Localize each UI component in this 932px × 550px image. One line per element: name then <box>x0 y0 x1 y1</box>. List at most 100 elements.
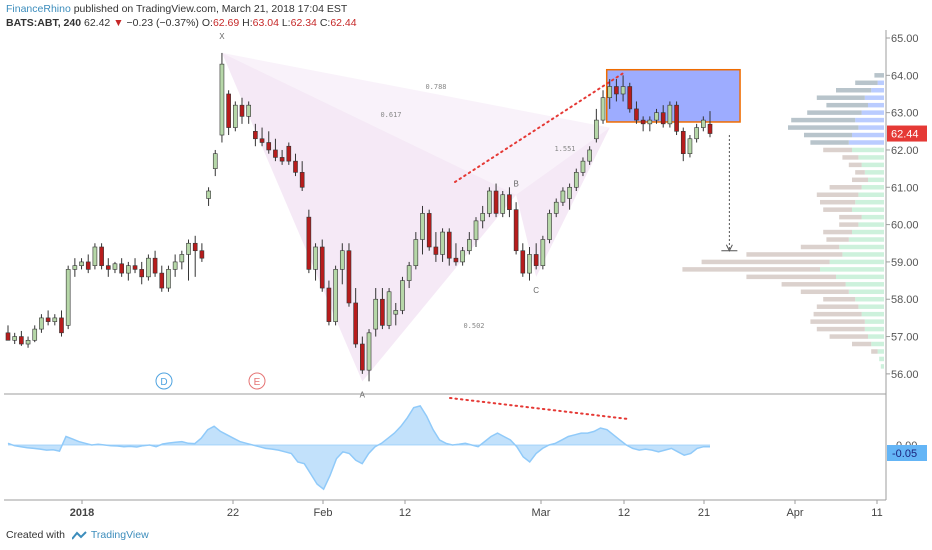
candle-down <box>533 254 539 266</box>
volume-profile-bar <box>858 155 884 160</box>
low-value: 62.34 <box>290 17 317 29</box>
candle-up <box>413 239 419 266</box>
time-tick-label: 22 <box>227 507 239 519</box>
volume-profile-bar <box>842 155 859 160</box>
candle-down <box>139 269 145 278</box>
price-tick-label: 59.00 <box>891 257 919 269</box>
candle-up <box>219 63 225 136</box>
volume-profile-bar <box>855 117 884 123</box>
candle-up <box>553 201 559 214</box>
pattern-ratio-label: 0.502 <box>463 322 484 330</box>
candle-up <box>339 250 345 270</box>
candle-down <box>640 119 646 125</box>
candle-down <box>253 130 258 140</box>
chart-canvas[interactable]: X A B C 0.788 0.617 1.551 0.502 D E 65.00 64.00 63.0… <box>0 0 932 525</box>
volume-profile-bar <box>874 73 884 78</box>
close-value: 62.44 <box>330 17 357 29</box>
candle-up <box>654 112 659 121</box>
volume-profile-bar <box>858 125 884 130</box>
volume-profile-bar <box>868 102 884 108</box>
candle-up <box>560 190 566 203</box>
candle-up <box>233 104 238 128</box>
author-link[interactable]: FinanceRhino <box>6 3 71 15</box>
volume-profile-bar <box>839 244 884 250</box>
candle-up <box>32 328 38 341</box>
time-tick-label: 2018 <box>70 507 94 519</box>
marker-circle <box>155 372 173 390</box>
volume-profile-bar <box>781 282 846 287</box>
volume-profile-bar <box>864 170 884 175</box>
candle-down <box>433 246 439 255</box>
price-tick-label: 58.00 <box>891 294 919 306</box>
volume-profile-bar <box>823 296 856 302</box>
volume-profile-bar <box>829 259 884 265</box>
candle-up <box>333 269 338 322</box>
volume-profile-bar <box>852 207 884 212</box>
candle-down <box>353 302 358 345</box>
candle-down <box>259 138 265 143</box>
candle-up <box>467 239 472 252</box>
open-value: 62.69 <box>212 17 240 29</box>
candle-down <box>513 209 519 252</box>
candle-up <box>112 263 118 270</box>
candle-down <box>634 108 639 121</box>
candle-down <box>319 246 325 289</box>
volume-profile-bar <box>852 132 884 138</box>
volume-profile-bar <box>855 80 878 86</box>
volume-profile-bar <box>845 282 884 287</box>
candle-up <box>620 86 626 95</box>
volume-profile-bar <box>852 147 884 153</box>
volume-profile-bar <box>823 147 852 153</box>
price-tick-label: 65.00 <box>891 33 919 45</box>
volume-profile-bar <box>855 170 865 175</box>
volume-profile-bar <box>829 185 862 190</box>
volume-profile-bar <box>836 274 884 280</box>
volume-profile-bar <box>810 140 849 145</box>
volume-profile-bar <box>820 199 856 205</box>
tradingview-brand-link[interactable]: TradingView <box>90 529 149 541</box>
candle-down <box>226 93 231 128</box>
pattern-point-c-label: C <box>533 286 539 295</box>
volume-profile-bar <box>800 289 849 295</box>
volume-profile-bar <box>871 349 878 354</box>
pattern-ratio-label: 0.788 <box>425 83 446 91</box>
candle-up <box>12 336 17 341</box>
volume-profile-bar <box>861 311 884 317</box>
volume-profile-bar <box>852 229 884 235</box>
volume-profile-bar <box>848 237 884 242</box>
oscillator-value-label: -0.05 <box>892 448 917 460</box>
volume-profile-bar <box>864 95 884 100</box>
volume-profile-bar <box>842 252 884 257</box>
candle-up <box>166 269 171 289</box>
candle-up <box>587 149 592 162</box>
published-text: published on TradingView.com, March 21, … <box>70 3 348 15</box>
candle-up <box>72 265 78 270</box>
candle-down <box>266 142 272 151</box>
volume-profile-bar <box>861 162 884 168</box>
candle-down <box>85 261 91 270</box>
candle-down <box>5 332 11 341</box>
target-zone-box <box>605 68 741 123</box>
symbol-label[interactable]: BATS:ABT, 240 <box>6 17 82 29</box>
candle-down <box>279 157 285 162</box>
candle-down <box>105 265 111 270</box>
candle-down <box>493 190 499 214</box>
candle-up <box>246 104 251 117</box>
time-tick-label: 11 <box>871 507 882 519</box>
candle-down <box>346 250 352 304</box>
candle-up <box>393 310 399 315</box>
candle-down <box>293 160 298 173</box>
candle-down <box>239 104 245 117</box>
time-tick-label: Mar <box>532 507 551 519</box>
volume-profile-bar <box>848 162 862 168</box>
candle-up <box>179 254 185 263</box>
candle-up <box>420 213 425 240</box>
price-tick-label: 57.00 <box>891 332 919 344</box>
candle-up <box>406 265 412 281</box>
volume-profile-bar <box>852 341 872 347</box>
candle-up <box>126 265 131 274</box>
candle-down <box>59 317 64 334</box>
volume-profile-bar <box>701 259 830 265</box>
candle-up <box>540 239 546 266</box>
volume-profile-bar <box>868 177 884 183</box>
